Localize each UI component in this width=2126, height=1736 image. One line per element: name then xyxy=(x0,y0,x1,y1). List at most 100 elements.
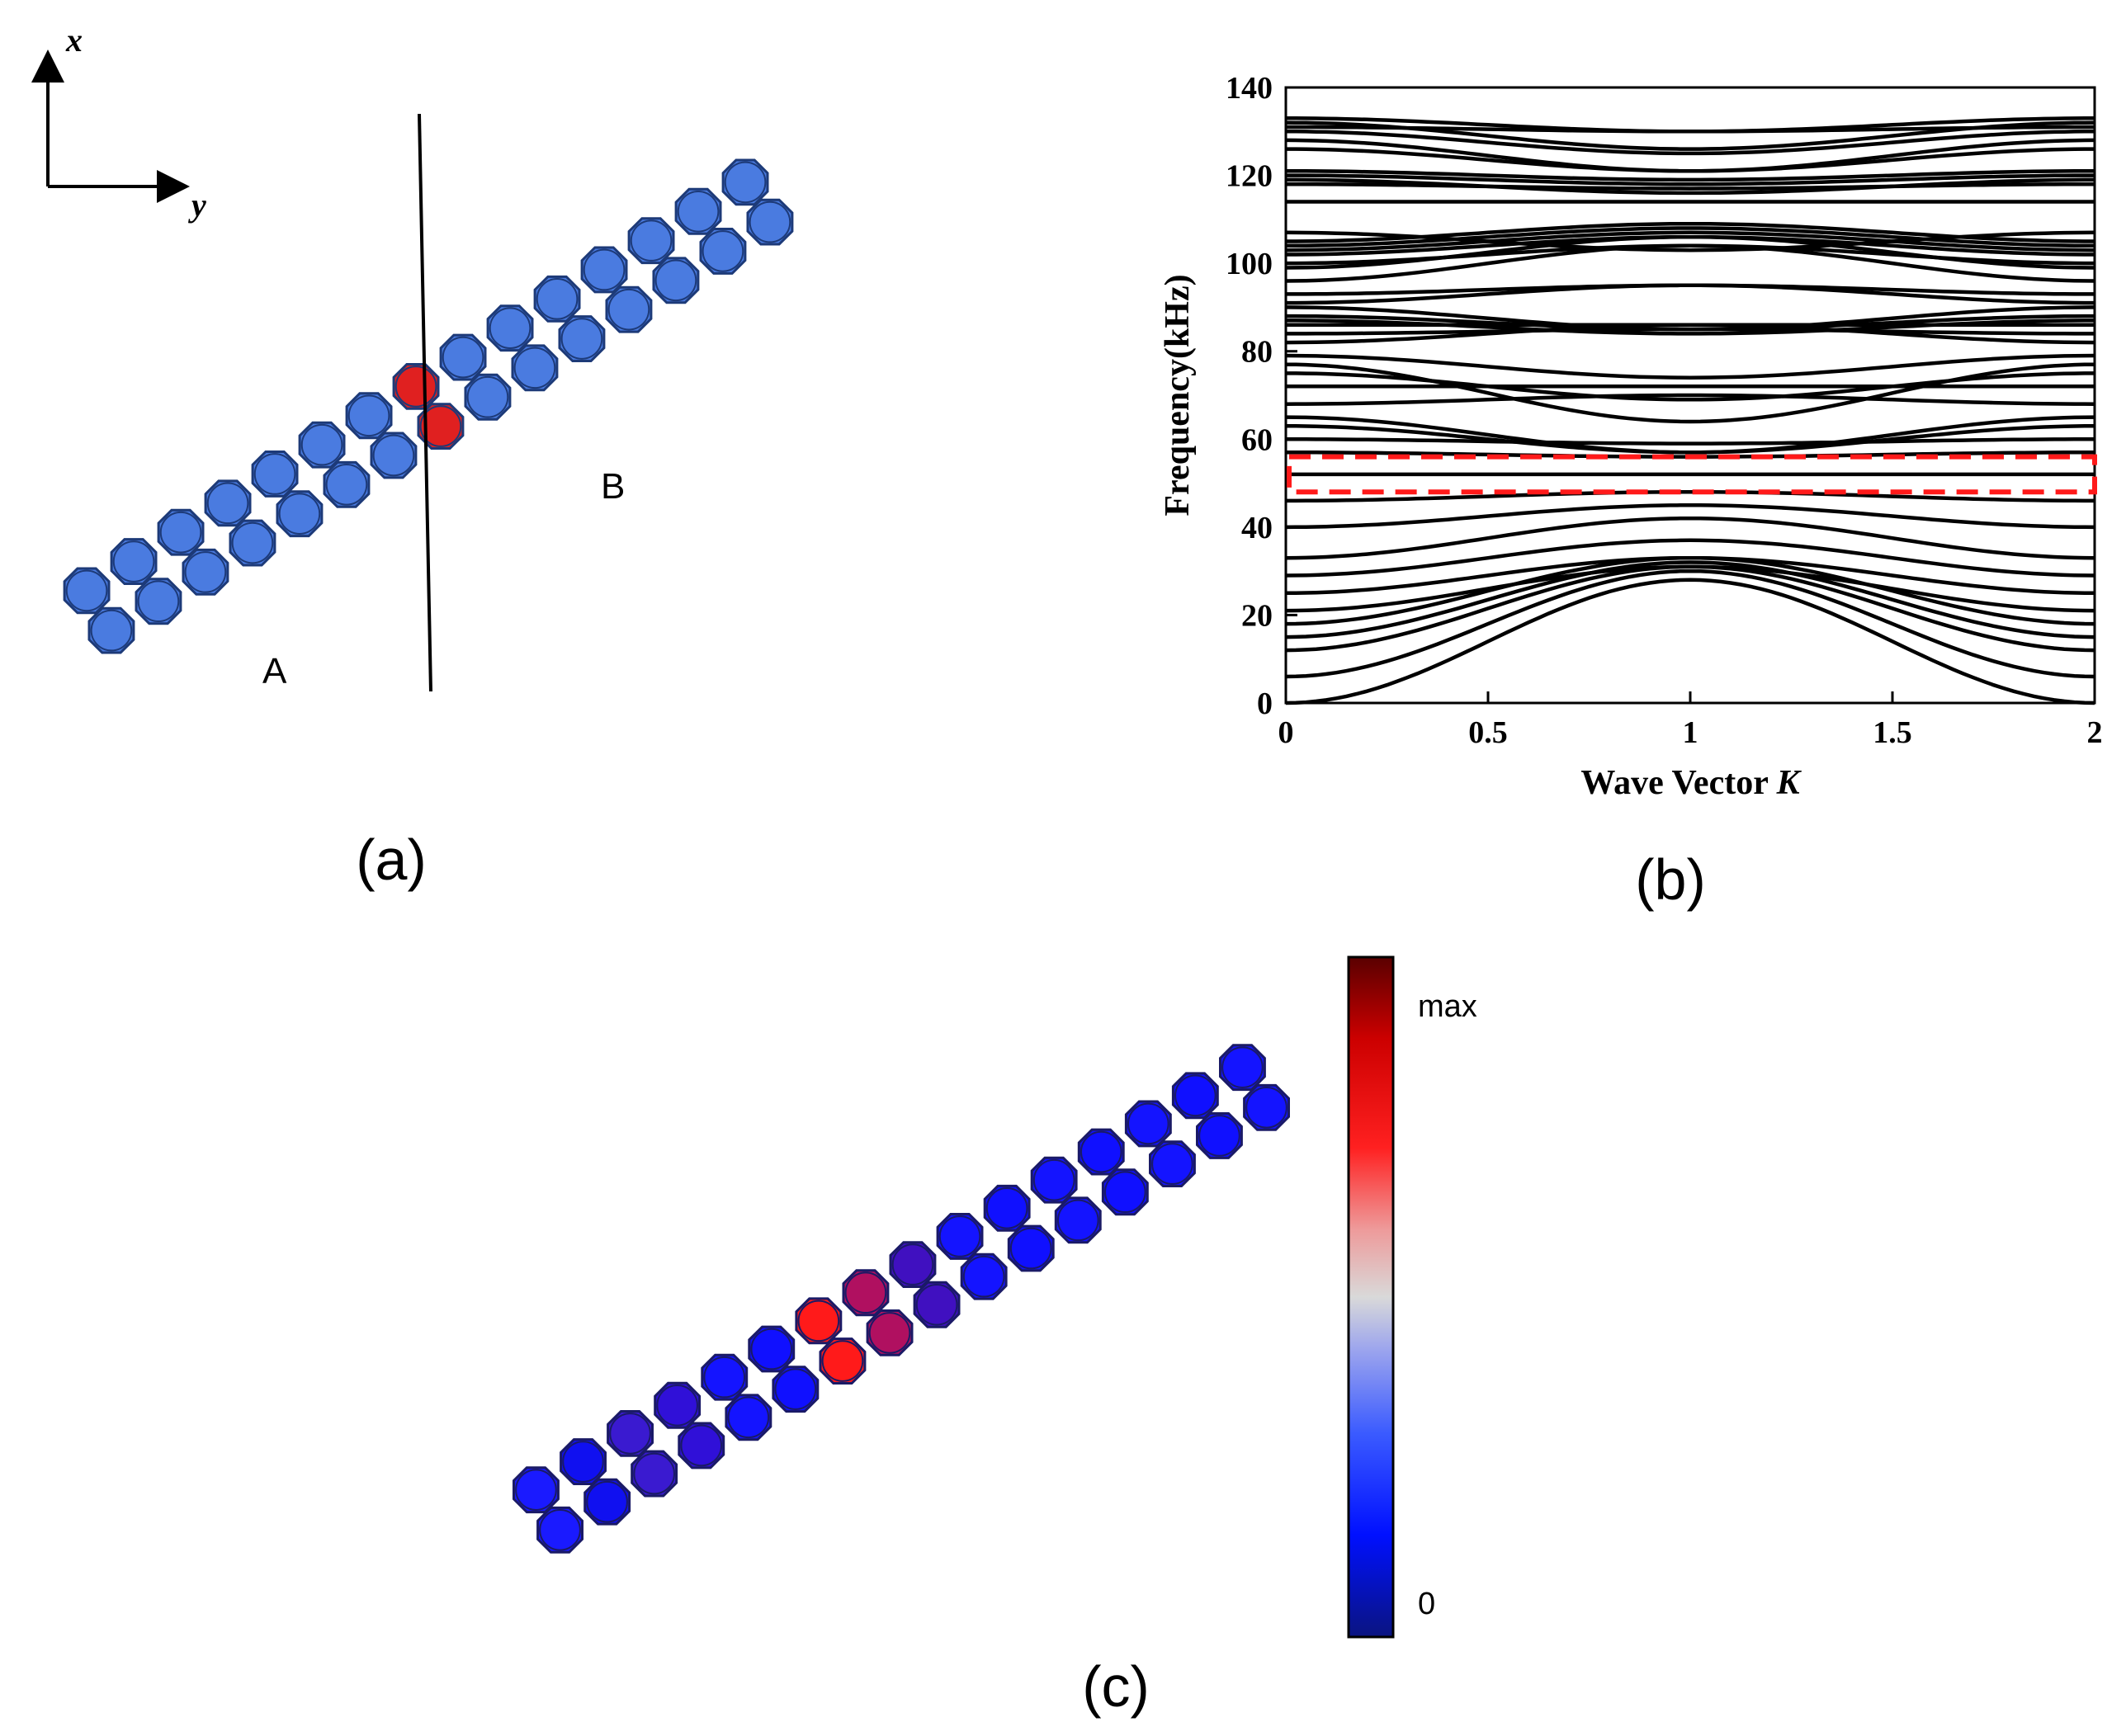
colorbar-min-label: 0 xyxy=(1418,1587,1435,1621)
lattice-cell xyxy=(749,200,791,243)
lattice-cell xyxy=(702,230,744,272)
panel-c-label: (c) xyxy=(1082,1654,1150,1719)
lattice-cell xyxy=(1245,1087,1287,1129)
band-line-40 xyxy=(1286,173,2095,186)
lattice-cell xyxy=(159,511,202,554)
lattice-displacement-field xyxy=(513,1044,1290,1554)
lattice-cell xyxy=(300,423,343,466)
y-tick-label: 80 xyxy=(1241,335,1273,370)
lattice-cell xyxy=(137,580,180,623)
y-tick-label: 40 xyxy=(1241,511,1273,545)
lattice-cell xyxy=(394,366,437,408)
lattice-cell xyxy=(65,569,108,612)
band-line-3 xyxy=(1285,560,2095,639)
panel-b-label: (b) xyxy=(1635,847,1706,912)
coordinate-axes: x y xyxy=(31,21,206,224)
band-line-1 xyxy=(1285,568,2095,679)
band-line-6 xyxy=(1285,555,2095,596)
band-line-43 xyxy=(1285,138,2095,173)
highlight-band-box xyxy=(1287,454,2097,495)
lattice-cell xyxy=(821,1340,864,1382)
lattice-cell xyxy=(703,1356,746,1399)
lattice-cell xyxy=(489,307,532,349)
band-line-36 xyxy=(1285,230,2095,252)
band-line-16 xyxy=(1285,393,2095,406)
lattice-cell xyxy=(325,464,368,506)
lattice-cell xyxy=(915,1283,958,1326)
interface-line xyxy=(418,113,432,692)
panel-b: 0 20 40 60 80 100 120 140 0 0.5 1 1.5 2 Wave Vector K… xyxy=(1159,71,2103,912)
lattice-cell xyxy=(562,1441,604,1483)
lattice-cell xyxy=(607,288,650,331)
lattice-cell xyxy=(1080,1130,1122,1173)
lattice-cell xyxy=(654,259,697,302)
lattice-cell xyxy=(513,347,556,389)
lattice-cell xyxy=(347,394,390,437)
lattice-cell xyxy=(630,219,673,262)
lattice-cell xyxy=(442,336,484,379)
x-axis-label: Wave Vector K xyxy=(1580,764,1802,802)
x-tick-label: 1.5 xyxy=(1873,715,1912,750)
x-tick-label: 1 xyxy=(1683,715,1698,750)
lattice-cell xyxy=(868,1312,911,1354)
band-line-41 xyxy=(1285,168,2095,182)
lattice-cell xyxy=(724,161,767,204)
axis-y-label: y xyxy=(188,186,206,224)
y-tick-label: 140 xyxy=(1226,71,1273,106)
lattice-cell xyxy=(1104,1171,1146,1214)
panel-a-label: (a) xyxy=(356,828,427,892)
lattice-cell xyxy=(938,1215,981,1257)
band-line-33 xyxy=(1285,230,2095,252)
x-axis-label-symbol: K xyxy=(1776,764,1802,802)
lattice-cell xyxy=(90,609,133,652)
x-axis-label-text: Wave Vector xyxy=(1580,764,1776,802)
lattice-cell xyxy=(184,551,227,593)
colorbar-max-label: max xyxy=(1418,989,1477,1024)
lattice-cell xyxy=(278,493,321,535)
band-line-5 xyxy=(1285,564,2095,613)
band-line-19 xyxy=(1285,362,2095,424)
lattice-cell xyxy=(466,375,509,418)
x-tick-label: 0.5 xyxy=(1468,715,1508,750)
lattice-cell xyxy=(633,1452,675,1495)
lattice-cell xyxy=(891,1243,934,1285)
band-line-26 xyxy=(1285,305,2095,332)
x-tick-label: 0 xyxy=(1278,715,1294,750)
lattice-cell xyxy=(1032,1158,1075,1201)
lattice-cell xyxy=(656,1384,698,1427)
lattice-cell xyxy=(1221,1046,1264,1088)
lattice-cell xyxy=(539,1509,581,1551)
band-line-7 xyxy=(1285,538,2095,578)
lattice-structure-a xyxy=(63,158,794,654)
lattice-cell xyxy=(1198,1115,1240,1157)
panel-c: max 0 (c) xyxy=(513,955,1477,1719)
lattice-cell xyxy=(253,453,296,495)
lattice-cell xyxy=(677,190,720,233)
band-line-38 xyxy=(1286,182,2095,191)
lattice-cell xyxy=(583,248,626,291)
lattice-cell xyxy=(985,1187,1028,1229)
lattice-cell xyxy=(231,521,274,564)
y-tick-label: 60 xyxy=(1241,422,1273,457)
band-line-8 xyxy=(1285,516,2095,560)
band-line-39 xyxy=(1286,177,2095,196)
lattice-cell xyxy=(1056,1199,1099,1242)
band-line-10 xyxy=(1286,489,2095,503)
lattice-cell xyxy=(962,1255,1005,1298)
band-line-20 xyxy=(1285,353,2095,380)
lattice-cell xyxy=(727,1396,770,1439)
lattice-cell xyxy=(774,1368,817,1410)
lattice-cell xyxy=(560,318,603,360)
panel-a: x y A B (a) xyxy=(31,21,794,892)
band-line-13 xyxy=(1286,437,2095,446)
y-axis-label: Frequency(kHz) xyxy=(1159,274,1197,516)
band-line-47 xyxy=(1286,116,2095,134)
lattice-cell xyxy=(536,278,579,320)
lattice-cell xyxy=(1009,1227,1052,1270)
x-tick-label: 2 xyxy=(2087,715,2103,750)
y-tick-label: 120 xyxy=(1226,159,1273,194)
lattice-cell xyxy=(372,434,415,477)
region-a-label: A xyxy=(262,651,287,691)
lattice-cell xyxy=(609,1413,651,1455)
